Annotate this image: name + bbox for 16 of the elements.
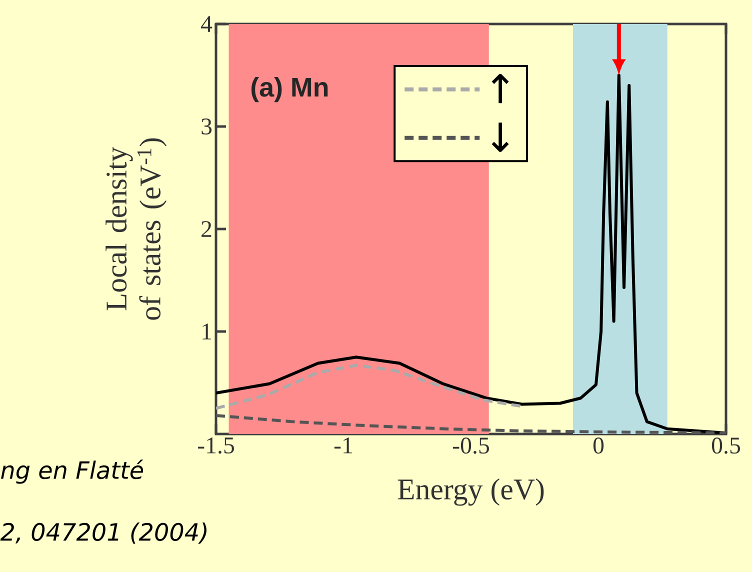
legend-label: ↓ [492,122,509,152]
x-tick-label: -1 [334,438,352,454]
x-tick-label: -1.5 [198,438,234,454]
legend-label: ↑ [492,74,509,104]
x-tick-label: 0.5 [712,438,740,454]
y-tick-label: 2 [202,221,212,237]
text: (a) Mn [251,77,328,102]
text: 2, 047201 (2004) [0,522,206,544]
y-tick-label: 3 [202,118,212,135]
y-tick-label: 1 [202,324,212,340]
text: ng en Flatté [1,460,144,484]
x-axis-title: Energy (eV) [398,478,544,506]
y-tick-label: 4 [201,16,212,32]
x-tick-label: -0.5 [452,438,489,454]
y-axis-title: Local density of states (eV$^{-1}$) [106,138,167,320]
x-tick-label: 0 [593,438,604,454]
